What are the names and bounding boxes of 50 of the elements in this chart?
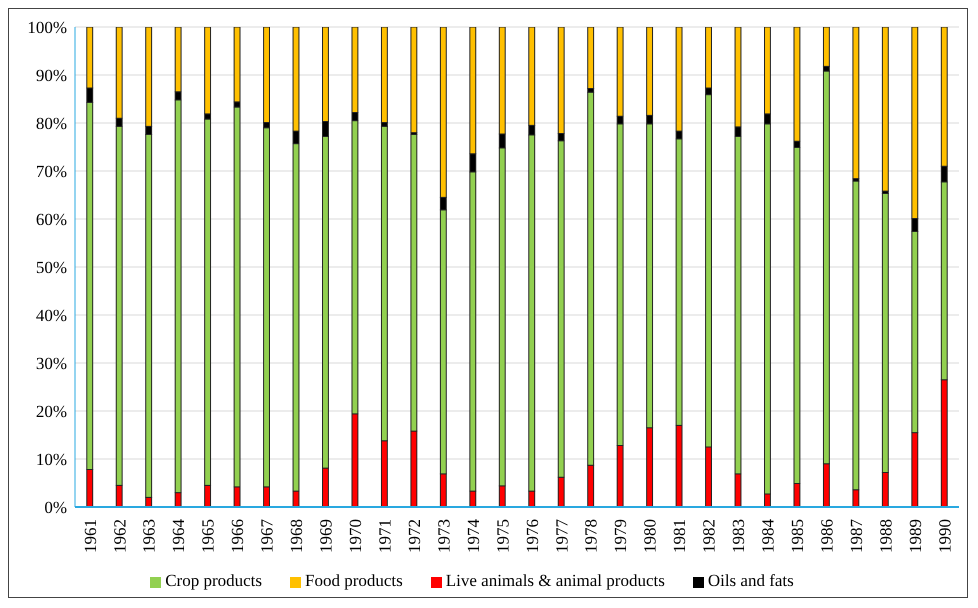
x-tick-label: 1978 (582, 519, 601, 553)
legend-label: Oils and fats (708, 571, 794, 590)
x-tick-label: 1988 (876, 519, 896, 553)
bar (882, 27, 889, 192)
y-tick-label: 100% (27, 18, 67, 38)
y-tick-label: 10% (36, 450, 67, 470)
x-tick-label: 1986 (817, 519, 836, 553)
x-tick-label: 1984 (758, 518, 778, 553)
x-tick-label: 1973 (434, 519, 454, 553)
x-tick-label: 1962 (110, 519, 130, 553)
bar (852, 27, 860, 180)
x-tick-label: 1982 (700, 519, 719, 553)
x-tick-label: 1963 (140, 519, 159, 553)
x-tick-label: 1965 (198, 519, 218, 553)
x-tick-label: 1981 (670, 519, 690, 553)
x-tick-label: 1980 (640, 519, 660, 553)
x-tick-label: 1961 (80, 519, 100, 553)
bar (380, 27, 388, 124)
x-tick-label: 1970 (346, 519, 366, 553)
x-tick-label: 1974 (464, 518, 483, 553)
x-tick-label: 1964 (169, 518, 188, 553)
bar (410, 27, 418, 134)
y-tick-label: 50% (36, 258, 67, 278)
x-tick-label: 1975 (493, 519, 512, 553)
x-tick-label: 1968 (287, 519, 306, 553)
y-tick-label: 60% (36, 210, 67, 230)
x-tick-label: 1983 (729, 519, 748, 553)
y-tick-label: 20% (36, 402, 67, 422)
x-tick-label: 1985 (788, 519, 808, 553)
x-tick-label: 1989 (906, 519, 925, 553)
x-tick-label: 1969 (316, 519, 336, 553)
y-tick-label: 40% (36, 306, 67, 326)
x-tick-label: 1966 (228, 519, 248, 553)
y-tick-label: 30% (36, 354, 67, 374)
x-tick-label: 1990 (935, 519, 954, 553)
x-tick-label: 1967 (258, 518, 277, 553)
x-tick-label: 1979 (611, 519, 630, 553)
x-tick-label: 1976 (522, 519, 542, 553)
legend-label: Crop products (165, 571, 262, 590)
legend-label: Live animals & animal products (446, 571, 665, 590)
x-tick-label: 1971 (375, 519, 394, 553)
bar (587, 27, 594, 89)
y-tick-label: 90% (36, 66, 67, 86)
y-tick-label: 0% (44, 498, 67, 518)
legend-label: Food products (305, 571, 403, 590)
x-tick-label: 1977 (552, 518, 572, 553)
x-tick-label: 1987 (846, 518, 866, 553)
y-tick-label: 80% (36, 114, 67, 134)
y-tick-label: 70% (36, 162, 67, 182)
x-tick-label: 1972 (404, 519, 424, 553)
